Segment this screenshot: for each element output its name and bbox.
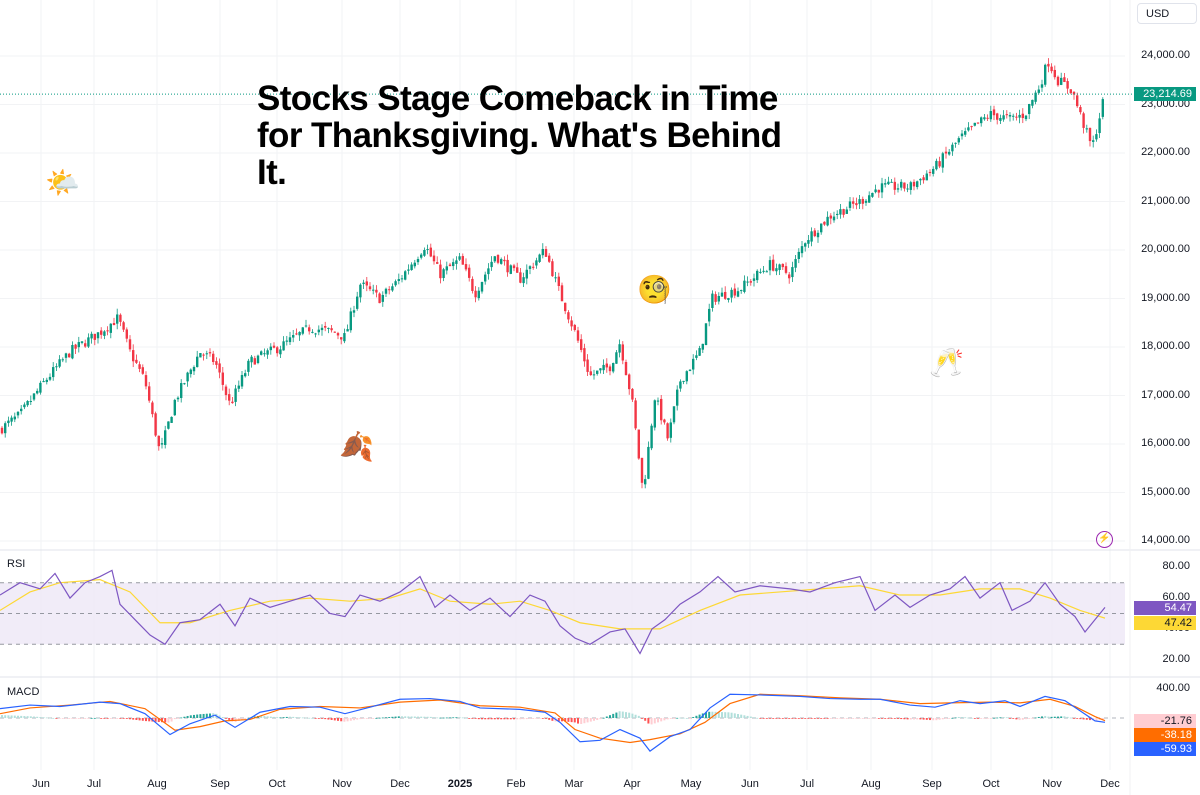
- macd-signal-tag: -38.18: [1134, 728, 1196, 742]
- last-price-tag: 23,214.69: [1134, 87, 1196, 101]
- rsi-axis-label: 80.00: [1162, 560, 1190, 573]
- time-axis-label: Jul: [799, 778, 815, 790]
- currency-selector[interactable]: USD: [1137, 3, 1197, 24]
- time-axis-label: May: [680, 778, 702, 790]
- time-axis-label: Nov: [332, 778, 352, 790]
- price-axis-label: 22,000.00: [1141, 146, 1190, 158]
- time-axis-label: Dec: [390, 778, 410, 790]
- time-axis-label: Oct: [268, 778, 286, 790]
- time-axis-label: Nov: [1042, 778, 1062, 790]
- price-axis-label: 20,000.00: [1141, 243, 1190, 255]
- price-axis-label: 14,000.00: [1141, 534, 1190, 546]
- price-axis-label: 15,000.00: [1141, 485, 1190, 498]
- price-axis-label: 18,000.00: [1141, 340, 1190, 352]
- macd-line-tag: -59.93: [1134, 742, 1196, 756]
- time-axis-label: Jun: [32, 778, 50, 790]
- rsi-pane-label: RSI: [7, 558, 26, 570]
- headline-title: Stocks Stage Comeback in Time for Thanks…: [257, 79, 782, 192]
- rsi-ma-value-tag: 47.42: [1134, 616, 1196, 630]
- time-axis-label: 2025: [447, 778, 473, 790]
- time-axis-label: Sep: [922, 778, 942, 790]
- price-axis-label: 16,000.00: [1141, 437, 1190, 449]
- time-axis-label: Aug: [147, 778, 167, 790]
- clinking-glasses-icon: 🥂: [929, 347, 964, 378]
- price-axis-label: 19,000.00: [1141, 291, 1190, 304]
- time-axis-label: Dec: [1100, 778, 1120, 790]
- rsi-axis-label: 20.00: [1162, 652, 1190, 665]
- macd-histogram-tag: -21.76: [1134, 714, 1196, 728]
- macd-pane-label: MACD: [7, 686, 40, 698]
- time-axis-label: Feb: [506, 778, 526, 790]
- sun-behind-cloud-icon: 🌤️: [45, 167, 80, 198]
- lightning-icon[interactable]: ⚡: [1096, 531, 1113, 548]
- time-axis-label: Jun: [741, 778, 759, 790]
- time-axis-label: Mar: [564, 778, 584, 790]
- time-axis-label: Jul: [86, 778, 102, 790]
- price-axis-label: 24,000.00: [1141, 49, 1190, 61]
- macd-axis-label: 400.00: [1156, 682, 1190, 695]
- time-axis-label: Oct: [982, 778, 1000, 790]
- time-axis-label: Sep: [210, 778, 230, 790]
- fallen-leaf-icon: 🍂: [339, 431, 374, 462]
- time-axis-label: Aug: [861, 778, 881, 790]
- monocle-face-icon: 🧐: [637, 274, 672, 305]
- rsi-value-tag: 54.47: [1134, 601, 1196, 615]
- price-axis-label: 17,000.00: [1141, 388, 1190, 401]
- price-axis-label: 21,000.00: [1141, 194, 1190, 207]
- rsi-axis-label: 60.00: [1162, 591, 1190, 604]
- time-axis-label: Apr: [623, 778, 641, 790]
